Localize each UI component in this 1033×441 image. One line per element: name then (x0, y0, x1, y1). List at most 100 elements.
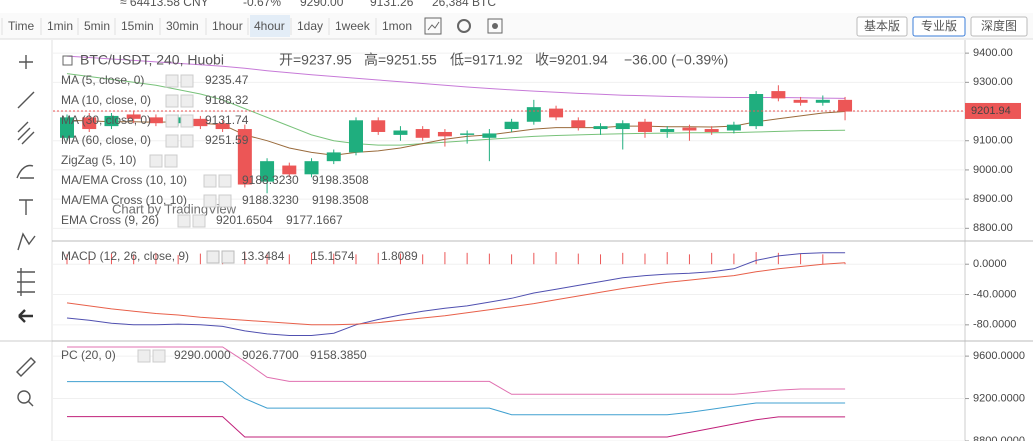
price-tick-label: -40.0000 (973, 288, 1016, 300)
indicator-settings[interactable] (137, 349, 151, 363)
candle-body (393, 130, 408, 135)
indicator-close[interactable] (192, 214, 206, 228)
macd-line (66, 262, 846, 326)
candle-body (415, 129, 430, 138)
interval-button[interactable]: 1mon (382, 19, 412, 33)
version-button[interactable] (912, 16, 966, 37)
interval-button[interactable]: 5min (84, 19, 110, 33)
pattern-tool[interactable] (17, 232, 36, 251)
indicator-settings[interactable] (165, 74, 179, 88)
candle-body (82, 117, 97, 130)
back-tool[interactable] (18, 309, 33, 323)
candle-body (571, 120, 586, 128)
candle-body (371, 120, 386, 132)
zoom-tool[interactable] (17, 390, 31, 404)
version-button[interactable] (970, 16, 1028, 37)
legend-text: 开=9237.95 (279, 52, 352, 68)
indicator-settings[interactable] (203, 194, 217, 208)
price-tick-label: 9300.00 (973, 76, 1013, 88)
indicator-settings[interactable] (206, 250, 220, 264)
interval-button[interactable]: 1hour (212, 19, 243, 33)
candle-body (104, 115, 119, 127)
candle-body (460, 133, 475, 135)
zoom-tool-handle[interactable] (27, 400, 34, 407)
top-bar-text: 26,384 BTC (432, 0, 496, 9)
macd-label: MACD (12, 26, close, 9) (61, 249, 189, 263)
candle-body (637, 121, 652, 132)
legend-collapse[interactable] (62, 55, 73, 66)
candle-body (682, 127, 697, 131)
screenshot-glyph (492, 23, 498, 29)
candle-body (148, 117, 163, 124)
legend-text: BTC/USDT, 240, Huobi (80, 52, 224, 68)
indicator-settings[interactable] (165, 94, 179, 108)
indicator-close[interactable] (180, 94, 194, 108)
interval-button[interactable]: 1week (335, 19, 371, 33)
indicator-value: 9198.3508 (312, 173, 369, 187)
indicator-close[interactable] (218, 194, 232, 208)
indicator-value: 9188.3230 (242, 193, 299, 207)
trend-line-tool[interactable] (17, 91, 35, 109)
candle-body (215, 123, 230, 130)
indicator-value: 13.3484 (241, 249, 285, 263)
candle-body (504, 121, 519, 130)
version-button[interactable] (856, 16, 908, 37)
interval-button[interactable]: 1min (47, 19, 73, 33)
candle-body (549, 108, 564, 118)
fib-tool[interactable] (17, 121, 35, 145)
indicator-close[interactable] (218, 174, 232, 188)
indicator-settings[interactable] (149, 154, 163, 168)
ruler-tool[interactable] (16, 357, 36, 377)
interval-button[interactable]: 4hour (254, 19, 285, 33)
legend-text: −36.00 (−0.39%) (624, 52, 728, 68)
indicator-name: ZigZag (5, 10) (61, 153, 136, 167)
indicator-close[interactable] (152, 349, 166, 363)
indicator-name: MA/EMA Cross (10, 10) (61, 173, 187, 187)
indicator-close[interactable] (180, 74, 194, 88)
ma-line (66, 73, 846, 146)
candle-body (660, 129, 675, 132)
interval-button[interactable]: 1day (297, 19, 323, 33)
legend-text: 收=9201.94 (535, 52, 608, 68)
candle-body (304, 161, 319, 175)
last-price-label: 9201.94 (971, 105, 1011, 117)
indicator-close[interactable] (180, 134, 194, 148)
indicator-value: 1.8089 (381, 249, 418, 263)
interval-button[interactable]: 30min (166, 19, 199, 33)
indicator-settings[interactable] (165, 114, 179, 128)
indicator-name: MA (60, close, 0) (61, 133, 151, 147)
indicator-settings[interactable] (203, 174, 217, 188)
chart-type-icon[interactable] (424, 17, 442, 35)
indicator-close[interactable] (221, 250, 235, 264)
text-tool[interactable] (19, 199, 33, 215)
measure-group-tool[interactable] (17, 268, 35, 296)
indicator-settings[interactable] (165, 134, 179, 148)
indicator-value: 15.1574 (311, 249, 355, 263)
price-tick-label: 9600.0000 (973, 350, 1025, 362)
indicator-settings[interactable] (177, 214, 191, 228)
candle-body (437, 131, 452, 137)
brush-tool[interactable] (16, 164, 34, 179)
version-label: 深度图 (981, 18, 1017, 33)
settings-icon[interactable] (457, 19, 471, 33)
indicator-name: EMA Cross (9, 26) (61, 213, 159, 227)
crosshair-tool[interactable] (19, 55, 33, 69)
candle-body (815, 99, 830, 103)
candle-body (771, 91, 786, 99)
screenshot-icon[interactable] (487, 18, 503, 34)
candle-body (593, 126, 608, 130)
ma-line (66, 55, 846, 99)
indicator-close[interactable] (164, 154, 178, 168)
left-tools (16, 55, 36, 407)
interval-button[interactable]: Time (8, 19, 35, 33)
macd-line (66, 252, 846, 336)
indicator-name: MA (30, close, 0) (61, 113, 151, 127)
candle-body (615, 123, 630, 130)
indicator-close[interactable] (180, 114, 194, 128)
price-tick-label: 9000.00 (973, 164, 1013, 176)
indicator-value: 9177.1667 (286, 213, 343, 227)
interval-button[interactable]: 15min (121, 19, 154, 33)
pc-line (67, 346, 846, 395)
